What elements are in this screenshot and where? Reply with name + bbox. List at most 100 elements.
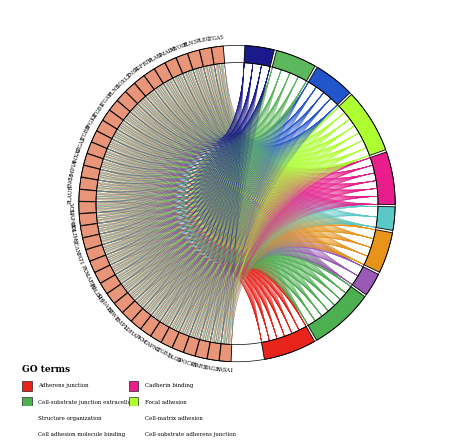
Text: MMP14: MMP14	[69, 158, 78, 180]
Polygon shape	[87, 142, 107, 158]
Bar	[128, 397, 138, 407]
Text: PDLIM5: PDLIM5	[88, 283, 104, 304]
Text: DLG5: DLG5	[166, 353, 182, 364]
Text: BZW1: BZW1	[105, 306, 119, 322]
Text: TNS4: TNS4	[127, 66, 141, 79]
Polygon shape	[176, 53, 193, 73]
Polygon shape	[114, 293, 135, 312]
Text: Focal adhesion: Focal adhesion	[145, 400, 187, 405]
Polygon shape	[352, 267, 378, 295]
Polygon shape	[151, 322, 169, 342]
Text: TGFBIV: TGFBIV	[134, 57, 155, 73]
Polygon shape	[339, 94, 386, 155]
Polygon shape	[97, 120, 117, 138]
Polygon shape	[83, 154, 103, 169]
Polygon shape	[117, 92, 137, 112]
Polygon shape	[376, 206, 395, 231]
Polygon shape	[79, 202, 96, 214]
Polygon shape	[200, 48, 214, 67]
Polygon shape	[155, 63, 173, 83]
Bar	[22, 430, 31, 440]
Bar	[128, 430, 138, 440]
Text: Cadherin binding: Cadherin binding	[145, 383, 193, 388]
Bar	[128, 381, 138, 391]
Polygon shape	[272, 50, 315, 81]
Polygon shape	[131, 308, 151, 329]
Polygon shape	[370, 152, 395, 204]
Polygon shape	[122, 301, 143, 321]
Polygon shape	[207, 342, 221, 361]
Polygon shape	[172, 332, 189, 352]
Polygon shape	[82, 235, 102, 250]
Bar	[22, 414, 31, 423]
Polygon shape	[103, 110, 123, 129]
Polygon shape	[135, 76, 154, 96]
Text: PFGKP: PFGKP	[85, 112, 99, 130]
Text: ANXA2: ANXA2	[72, 147, 82, 166]
Text: RARS: RARS	[191, 362, 207, 370]
Text: Cell-matrix adhesion: Cell-matrix adhesion	[145, 416, 203, 421]
Text: PLN3: PLN3	[183, 39, 199, 48]
Text: LOXL2: LOXL2	[116, 73, 132, 89]
Text: ITGB5: ITGB5	[80, 124, 92, 142]
Text: LDHA: LDHA	[123, 325, 138, 339]
Text: FAT1: FAT1	[75, 251, 84, 266]
Polygon shape	[211, 46, 225, 65]
Polygon shape	[308, 287, 365, 340]
Text: Adherens junction: Adherens junction	[38, 383, 89, 388]
Polygon shape	[144, 69, 163, 89]
Text: VCL: VCL	[68, 202, 73, 214]
Polygon shape	[109, 101, 130, 120]
Polygon shape	[79, 213, 97, 226]
Bar	[22, 381, 31, 391]
Polygon shape	[219, 344, 232, 362]
Text: LARP1: LARP1	[83, 273, 96, 291]
Text: PXN: PXN	[80, 264, 89, 277]
Polygon shape	[244, 45, 274, 67]
Text: BMP1: BMP1	[113, 316, 128, 331]
Text: MYOIE: MYOIE	[169, 42, 189, 53]
Polygon shape	[141, 316, 160, 336]
Text: ITGB3: ITGB3	[154, 347, 172, 359]
Polygon shape	[195, 340, 210, 359]
Polygon shape	[91, 131, 112, 149]
Text: PLAU: PLAU	[147, 52, 163, 64]
Polygon shape	[100, 275, 121, 294]
Text: Cell-substrate adherens junction: Cell-substrate adherens junction	[145, 433, 236, 437]
Polygon shape	[79, 190, 97, 202]
Polygon shape	[161, 328, 179, 348]
Polygon shape	[262, 327, 315, 360]
Polygon shape	[81, 165, 100, 180]
Polygon shape	[309, 67, 350, 105]
Text: ITGA5: ITGA5	[208, 35, 225, 42]
Text: Cell adhesion molecule binding: Cell adhesion molecule binding	[38, 433, 126, 437]
Text: BAG3: BAG3	[204, 365, 219, 372]
Text: ITGB1: ITGB1	[92, 102, 106, 119]
Polygon shape	[95, 265, 115, 283]
Polygon shape	[90, 255, 110, 272]
Text: Structure organization: Structure organization	[38, 416, 102, 421]
Text: GO terms: GO terms	[22, 365, 70, 374]
Text: Cell-substrate junction extracellular: Cell-substrate junction extracellular	[38, 400, 139, 405]
Text: S100A10: S100A10	[94, 293, 113, 315]
Polygon shape	[107, 284, 128, 303]
Polygon shape	[188, 50, 203, 69]
Bar	[128, 414, 138, 423]
Text: PLEC: PLEC	[196, 36, 211, 44]
Text: SPOCK1: SPOCK1	[175, 357, 198, 368]
Text: PLAUR: PLAUR	[67, 185, 73, 205]
Polygon shape	[86, 245, 106, 261]
Text: CAPN2: CAPN2	[142, 340, 161, 354]
Text: PDLIM7: PDLIM7	[68, 222, 77, 245]
Text: TNC: TNC	[68, 176, 75, 188]
Text: PKM: PKM	[134, 334, 147, 345]
Text: ITGA2: ITGA2	[76, 136, 86, 153]
Text: VCAN: VCAN	[71, 238, 80, 255]
Polygon shape	[126, 83, 146, 104]
Polygon shape	[80, 177, 98, 190]
Polygon shape	[81, 223, 100, 238]
Text: RASA1: RASA1	[215, 367, 234, 373]
Text: MAP4K4: MAP4K4	[67, 209, 75, 232]
Text: SMAD5: SMAD5	[156, 46, 177, 59]
Bar	[22, 397, 31, 407]
